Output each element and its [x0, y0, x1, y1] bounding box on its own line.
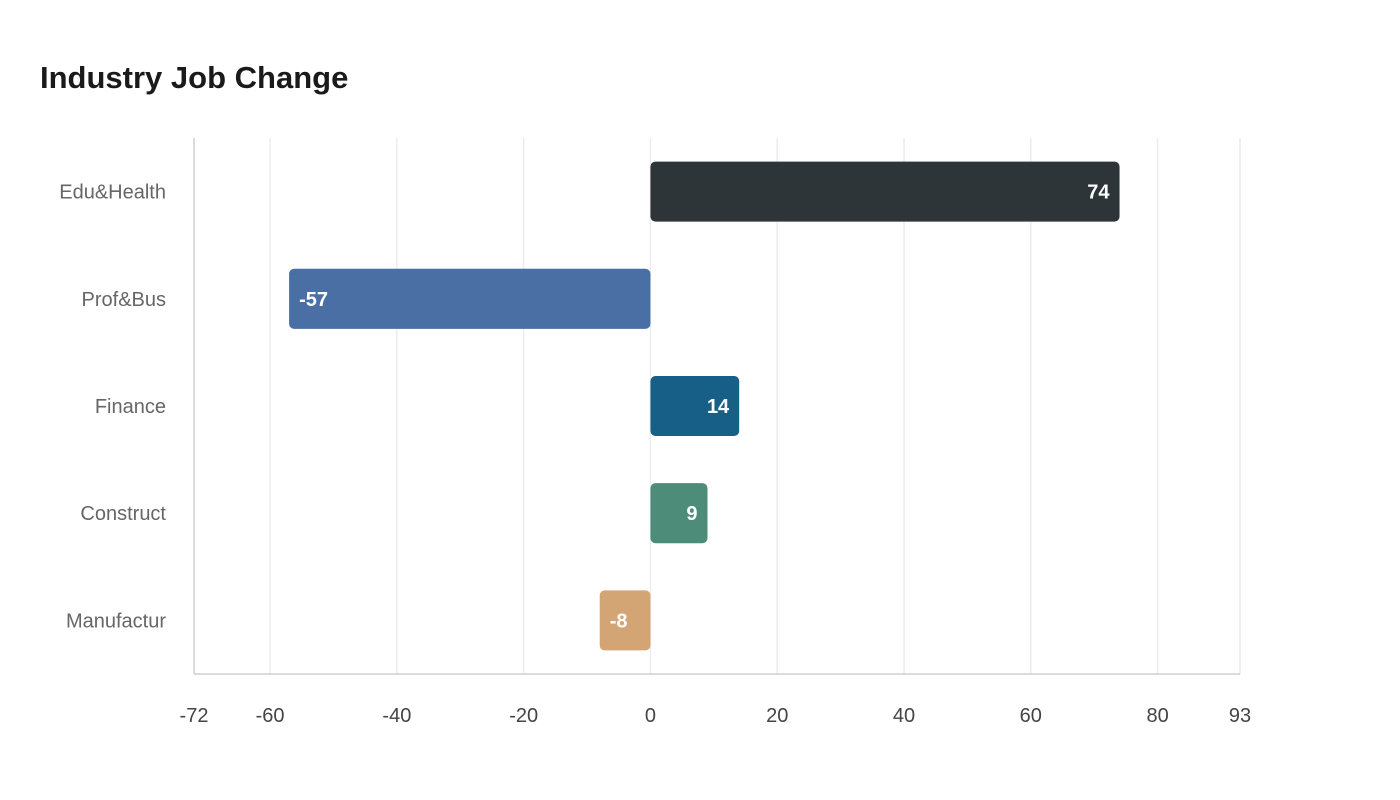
- data-label: 74: [1087, 182, 1110, 204]
- chart-title: Industry Job Change: [40, 60, 349, 95]
- label-layer: -72 -60 -40 -20 0 20 40 60 80 93 Edu&Health 74 Prof&…: [59, 182, 1251, 727]
- x-tick-label: 60: [1020, 705, 1042, 727]
- x-tick-label: 20: [766, 705, 788, 727]
- bar-layer: [289, 161, 1120, 651]
- x-tick-label: 40: [893, 705, 915, 727]
- category-label: Manufactur: [66, 610, 166, 632]
- x-tick-label: -20: [509, 705, 538, 727]
- x-tick-label: -72: [180, 705, 209, 727]
- x-tick-label: 0: [645, 705, 656, 727]
- category-label: Construct: [80, 503, 166, 525]
- category-label: Edu&Health: [59, 182, 166, 204]
- x-tick-label: 80: [1146, 705, 1168, 727]
- bar: [650, 161, 1120, 222]
- bar: [599, 590, 651, 651]
- axis-layer: [193, 138, 1240, 675]
- bar: [650, 375, 740, 437]
- x-tick-label: 93: [1229, 705, 1251, 727]
- bar: [289, 268, 651, 329]
- data-label: -57: [299, 289, 328, 311]
- data-label: 9: [686, 503, 697, 525]
- bar: [650, 483, 708, 544]
- grid-layer: [269, 138, 1241, 674]
- x-tick-label: -60: [256, 705, 285, 727]
- data-label: -8: [610, 610, 628, 632]
- category-label: Finance: [95, 396, 166, 418]
- x-tick-label: -40: [382, 705, 411, 727]
- data-label: 14: [707, 396, 730, 418]
- category-label: Prof&Bus: [82, 289, 166, 311]
